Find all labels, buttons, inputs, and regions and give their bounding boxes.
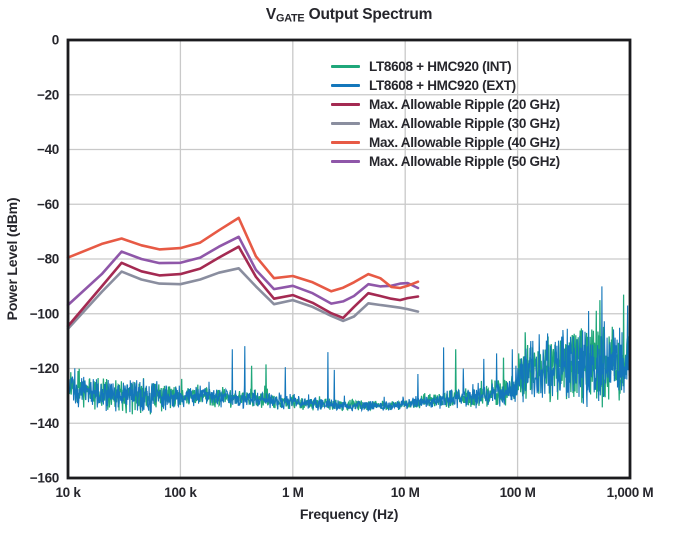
noise-trace-ext (68, 286, 630, 413)
x-tick-label: 1,000 M (607, 485, 654, 500)
plot-frame (66, 38, 632, 480)
legend-label-ripple-30ghz: Max. Allowable Ripple (30 GHz) (369, 116, 560, 131)
legend-item-ripple-20ghz: Max. Allowable Ripple (20 GHz) (331, 95, 560, 114)
legend-item-ripple-30ghz: Max. Allowable Ripple (30 GHz) (331, 114, 560, 133)
x-tick-label: 1 M (282, 485, 304, 500)
chart-title-main: V (265, 6, 276, 23)
x-tick-label: 100 M (500, 485, 536, 500)
y-tick-label: −20 (37, 87, 59, 102)
y-tick-label: −120 (30, 361, 59, 376)
y-tick-label: −60 (37, 197, 59, 212)
legend-item-ripple-40ghz: Max. Allowable Ripple (40 GHz) (331, 133, 560, 152)
ripple-curves (66, 216, 420, 331)
legend: LT8608 + HMC920 (INT) LT8608 + HMC920 (E… (331, 57, 560, 171)
legend-swatch-ext-blue-line (331, 84, 360, 87)
legend-swatch-ripple-40ghz-line (331, 141, 360, 144)
y-tick-label: −80 (37, 252, 59, 267)
legend-label-ripple-50ghz: Max. Allowable Ripple (50 GHz) (369, 154, 560, 169)
legend-label-ripple-20ghz: Max. Allowable Ripple (20 GHz) (369, 97, 560, 112)
y-axis-title: Power Level (dBm) (4, 198, 20, 321)
chart-title-rest: Output Spectrum (304, 6, 433, 23)
x-tick-label: 10 M (391, 485, 420, 500)
legend-swatch-ripple-20ghz-line (331, 103, 360, 106)
ripple-curve-20ghz (66, 245, 420, 328)
y-tick-label: −40 (37, 142, 59, 157)
legend-item-int: LT8608 + HMC920 (INT) (331, 57, 560, 76)
x-axis-title: Frequency (Hz) (300, 506, 398, 522)
y-tick-label: −160 (30, 471, 59, 486)
legend-label-ext: LT8608 + HMC920 (EXT) (369, 78, 516, 93)
ripple-curve-50ghz (66, 235, 420, 307)
chart-title: VGATE Output Spectrum (68, 6, 630, 24)
ripple-curve-30ghz (66, 266, 420, 331)
ripple-curve-40ghz (66, 216, 420, 293)
legend-swatch-ripple-30ghz-line (331, 122, 360, 125)
x-tick-label: 100 k (164, 485, 197, 500)
y-tick-label: 0 (52, 33, 59, 48)
legend-swatch-ripple-50ghz-line (331, 160, 360, 163)
legend-swatch-int-green-line (331, 65, 360, 68)
chart-title-subscript: GATE (275, 12, 305, 25)
legend-label-int: LT8608 + HMC920 (INT) (369, 59, 512, 74)
y-tick-label: −140 (30, 416, 59, 431)
legend-label-ripple-40ghz: Max. Allowable Ripple (40 GHz) (369, 135, 560, 150)
x-tick-label: 10 k (55, 485, 81, 500)
legend-item-ext: LT8608 + HMC920 (EXT) (331, 76, 560, 95)
noise-traces (68, 286, 630, 415)
legend-item-ripple-50ghz: Max. Allowable Ripple (50 GHz) (331, 152, 560, 171)
y-tick-label: −100 (30, 306, 59, 321)
